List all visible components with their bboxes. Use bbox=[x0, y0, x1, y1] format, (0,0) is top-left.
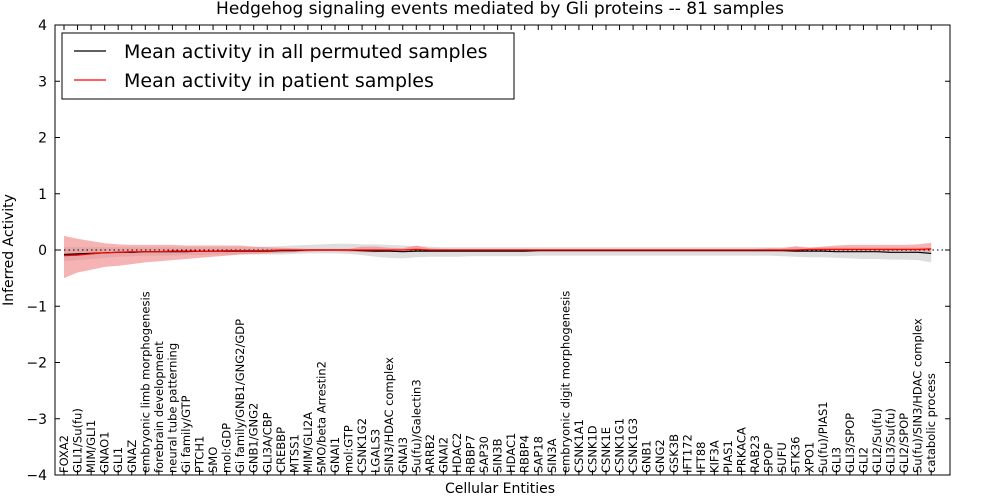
x-category-label: GNAI2 bbox=[436, 437, 450, 473]
y-tick-label: −2 bbox=[26, 356, 47, 372]
x-category-label: Gi family/GTP bbox=[179, 395, 193, 473]
legend-box bbox=[61, 32, 515, 100]
y-tick-label: −3 bbox=[26, 412, 47, 428]
x-category-label: Su(fu)/PIAS1 bbox=[816, 401, 830, 473]
x-category-label: XPO1 bbox=[802, 442, 816, 473]
x-category-label: MIM/GLI1 bbox=[84, 420, 98, 473]
y-tick-label: −4 bbox=[26, 468, 47, 484]
y-tick-label: −1 bbox=[26, 299, 47, 315]
x-category-label: RBBP7 bbox=[464, 435, 478, 473]
x-category-label: CSNK1A1 bbox=[572, 419, 586, 473]
x-category-label: CSNK1E bbox=[599, 427, 613, 473]
x-category-label: PTCH1 bbox=[193, 436, 207, 473]
x-category-label: SUFU bbox=[775, 442, 789, 473]
x-category-label: SIN3B bbox=[491, 438, 505, 473]
x-category-label: GLI3A/CBP bbox=[260, 412, 274, 473]
x-category-label: SIN3A bbox=[545, 438, 559, 473]
x-category-label: SIN3/HDAC complex bbox=[382, 357, 396, 473]
x-category-label: GSK3B bbox=[667, 434, 681, 473]
x-category-label: GLI3/SPOP bbox=[843, 413, 857, 473]
x-category-label: SPOP bbox=[762, 443, 776, 473]
series-lines bbox=[63, 248, 932, 257]
x-category-label: PRKACA bbox=[735, 427, 749, 473]
x-category-label: IFT88 bbox=[694, 442, 708, 473]
y-axis-label: Inferred Activity bbox=[1, 194, 17, 306]
x-category-label: neural tube patterning bbox=[165, 343, 179, 473]
x-category-label: mol:GDP bbox=[220, 423, 234, 473]
legend-label-patient: Mean activity in patient samples bbox=[124, 70, 434, 92]
x-category-labels: FOXA2 GLI1/Su(fu) MIM/GLI1 GNAO1 GLI1 GNAZ emb… bbox=[57, 291, 938, 473]
line-patient-mean bbox=[63, 248, 932, 257]
x-category-label: SAP18 bbox=[531, 436, 545, 473]
x-category-label: RBBP4 bbox=[518, 435, 532, 473]
x-category-label: mol:GTP bbox=[342, 425, 356, 473]
legend-label-permuted: Mean activity in all permuted samples bbox=[124, 41, 487, 63]
x-category-label: GLI2/SPOP bbox=[897, 413, 911, 473]
x-category-label: GLI1 bbox=[111, 447, 125, 473]
x-category-label: GNAI1 bbox=[328, 437, 342, 473]
x-category-label: GLI3/Su(fu) bbox=[884, 408, 898, 473]
x-category-label: Su(fu)/Galectin3 bbox=[409, 379, 423, 473]
x-category-label: GLI1/Su(fu) bbox=[71, 408, 85, 473]
x-category-label: CREBBP bbox=[274, 427, 288, 473]
x-category-label: HDAC1 bbox=[504, 433, 518, 473]
confidence-bands bbox=[64, 235, 932, 279]
x-category-label: ARRB2 bbox=[423, 434, 437, 473]
x-category-label: GNB1 bbox=[640, 440, 654, 473]
x-category-label: LGALS3 bbox=[369, 429, 383, 473]
x-category-label: IFT172 bbox=[680, 434, 694, 473]
x-category-label: CSNK1D bbox=[586, 425, 600, 473]
x-category-label: GLI2 bbox=[857, 447, 871, 473]
x-axis-label: Cellular Entities bbox=[445, 481, 555, 497]
x-category-label: CSNK1G2 bbox=[355, 418, 369, 473]
x-category-label: MIM/GLI2A bbox=[301, 412, 315, 473]
x-category-label: embryonic digit morphogenesis bbox=[558, 291, 572, 473]
x-category-label: GNG2 bbox=[653, 439, 667, 473]
x-category-label: KIF3A bbox=[707, 440, 721, 473]
x-category-label: GNB1/GNG2 bbox=[247, 403, 261, 473]
x-category-label: HDAC2 bbox=[450, 433, 464, 473]
y-tick-label: 4 bbox=[38, 18, 47, 34]
x-category-label: forebrain development bbox=[152, 341, 166, 473]
chart-title: Hedgehog signaling events mediated by Gl… bbox=[216, 0, 784, 19]
x-category-label: MTSS1 bbox=[287, 434, 301, 473]
x-category-label: embryonic limb morphogenesis bbox=[138, 291, 152, 473]
x-category-label: GNAO1 bbox=[98, 431, 112, 473]
x-category-label: GNAZ bbox=[125, 440, 139, 473]
y-tick-label: 3 bbox=[38, 74, 47, 90]
y-tick-label: 2 bbox=[38, 131, 47, 147]
x-category-label: SMO/beta Arrestin2 bbox=[314, 361, 328, 473]
x-category-label: GLI3 bbox=[829, 447, 843, 473]
x-category-label: SAP30 bbox=[477, 436, 491, 473]
x-category-label: PIAS1 bbox=[721, 440, 735, 473]
x-category-label: catabolic process bbox=[924, 373, 938, 473]
legend: Mean activity in all permuted samples Me… bbox=[61, 32, 515, 100]
x-category-label: Gi family/GNB1/GNG2/GDP bbox=[233, 319, 247, 473]
x-category-label: FOXA2 bbox=[57, 435, 71, 473]
y-tick-label: 0 bbox=[38, 243, 47, 259]
x-category-label: SMO bbox=[206, 447, 220, 473]
y-axis: 4 3 2 1 0 −1 −2 −3 −4 bbox=[26, 18, 950, 484]
x-category-label: CSNK1G3 bbox=[626, 418, 640, 473]
x-category-label: STK36 bbox=[789, 437, 803, 474]
y-tick-label: 1 bbox=[38, 187, 47, 203]
x-category-label: CSNK1G1 bbox=[613, 418, 627, 473]
x-axis bbox=[63, 25, 932, 475]
band-patient bbox=[64, 235, 932, 279]
x-category-label: GNAI3 bbox=[396, 437, 410, 473]
x-category-label: Su(fu)/SIN3/HDAC complex bbox=[911, 318, 925, 473]
x-category-label: RAB23 bbox=[748, 435, 762, 473]
x-category-label: GLI2/Su(fu) bbox=[870, 408, 884, 473]
